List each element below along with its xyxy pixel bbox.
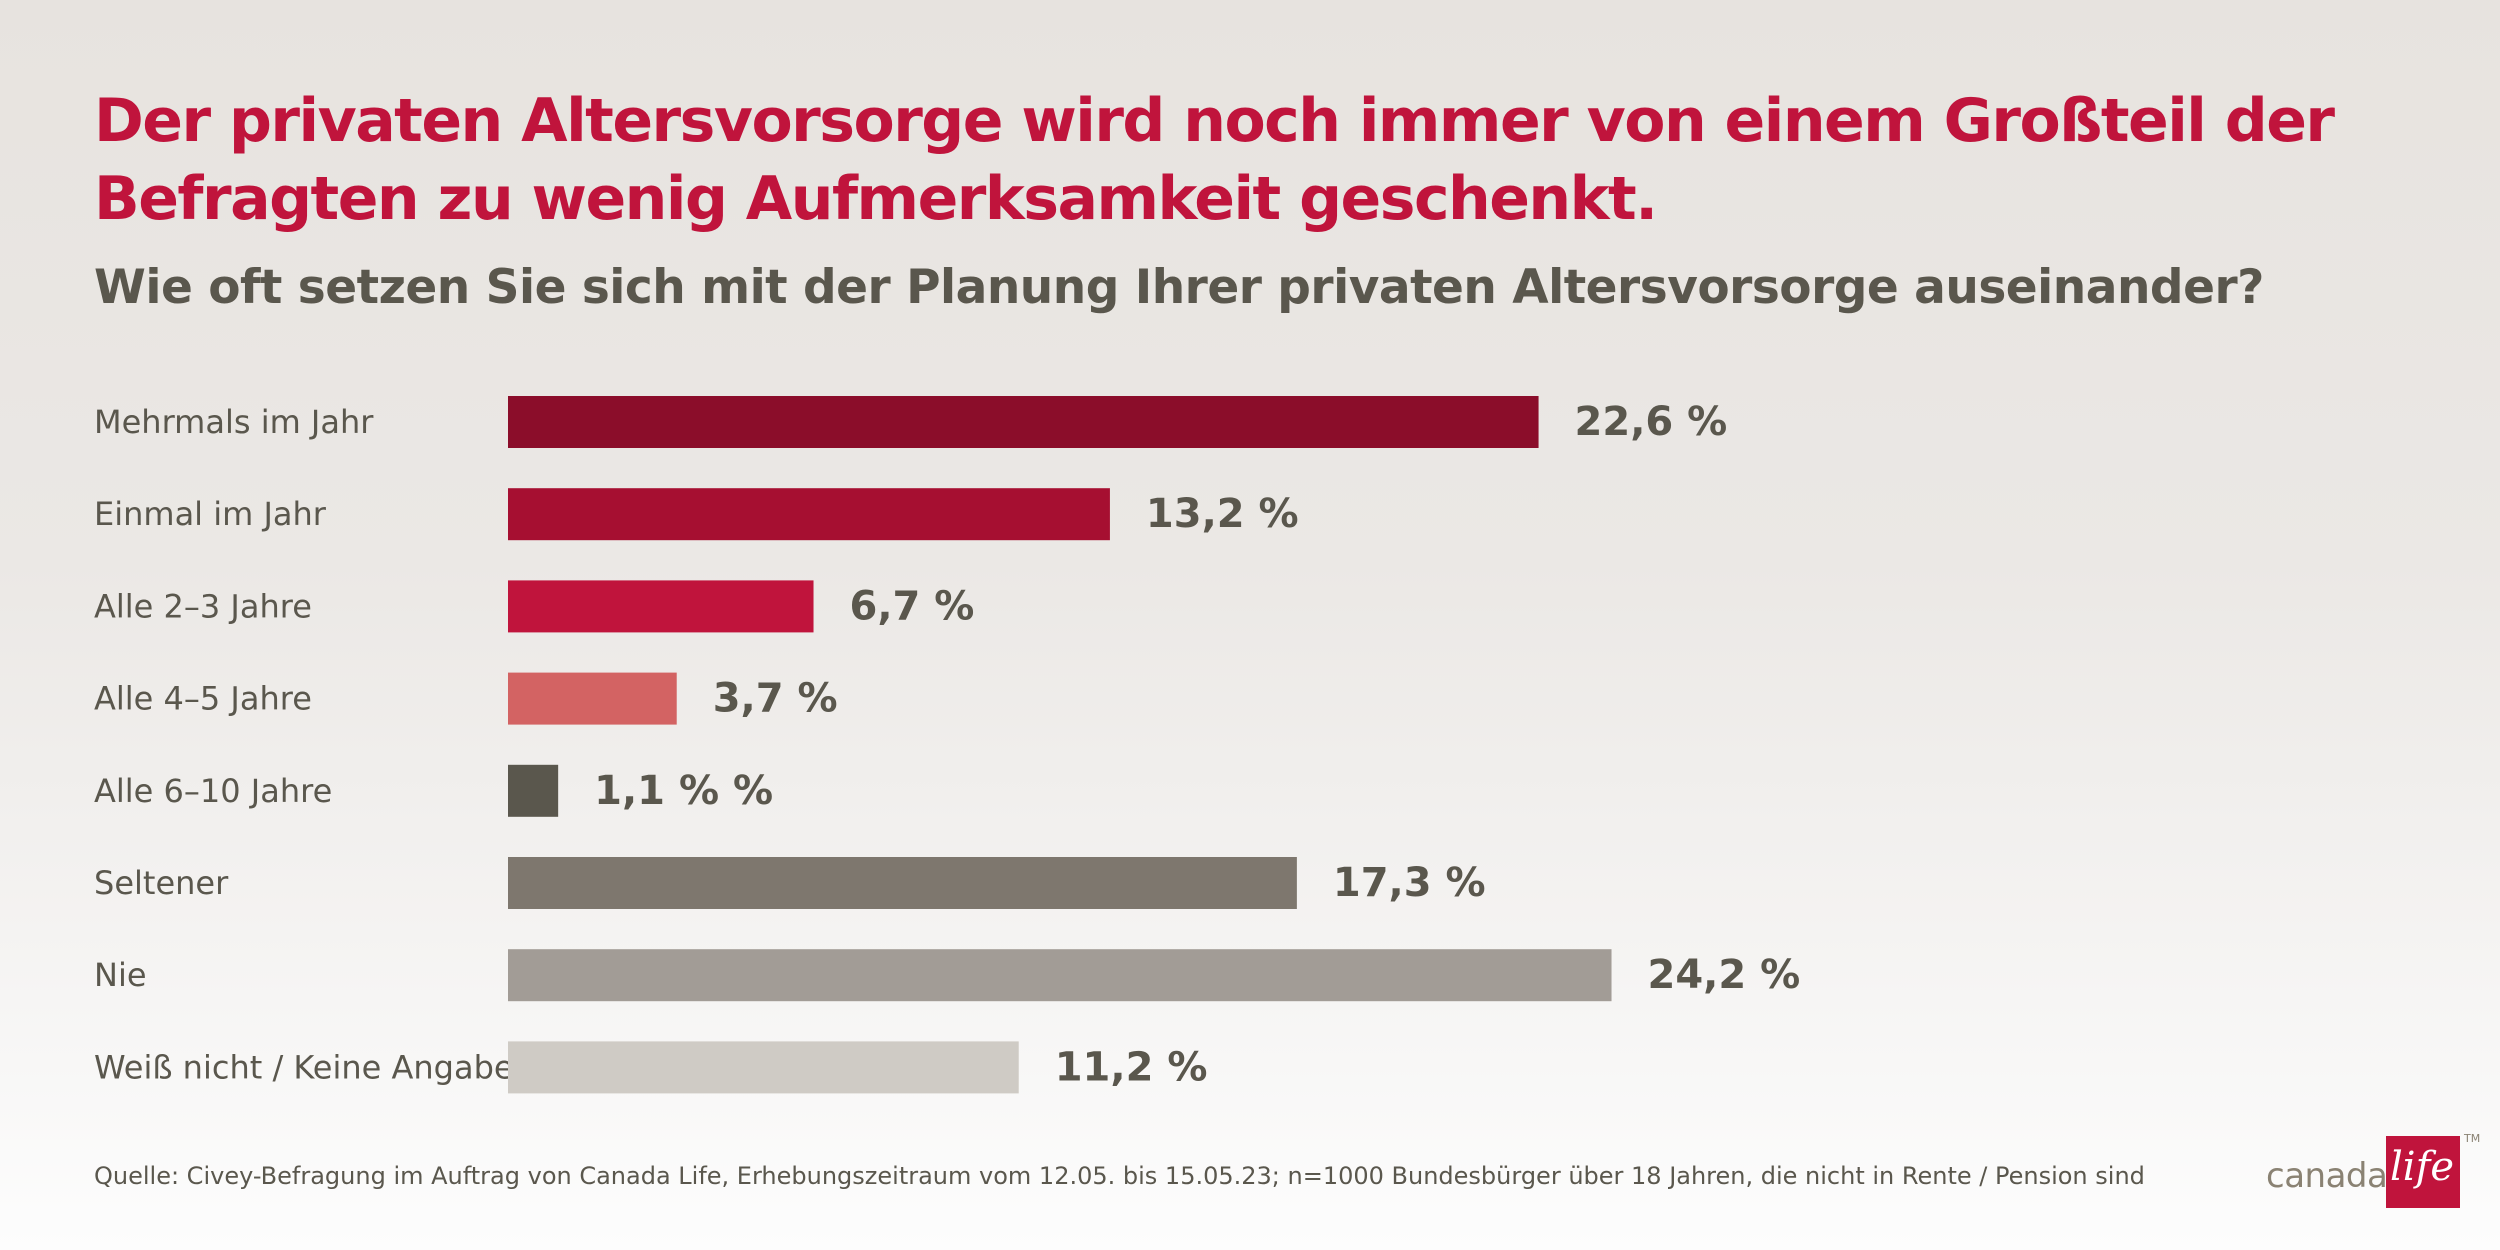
value-label: 6,7 % (850, 583, 975, 629)
category-label: Nie (94, 956, 147, 994)
category-label: Alle 2–3 Jahre (94, 587, 312, 625)
bar (508, 1041, 1019, 1094)
value-label: 1,1 % % (594, 768, 773, 814)
category-label: Weiß nicht / Keine Angabe (94, 1048, 514, 1086)
category-label: Mehrmals im Jahr (94, 403, 374, 441)
logo-wordmark: canada (2266, 1156, 2388, 1196)
source-note: Quelle: Civey-Befragung im Auftrag von C… (94, 1162, 2145, 1190)
value-label: 11,2 % (1055, 1044, 1208, 1090)
value-label: 24,2 % (1648, 952, 1801, 998)
bar (508, 488, 1110, 541)
value-label: 3,7 % (713, 676, 838, 722)
bar (508, 672, 677, 725)
logo-trademark: TM (2464, 1132, 2481, 1145)
chart-title: Der privaten Altersvorsorge wird noch im… (94, 86, 2335, 234)
bar (508, 857, 1297, 909)
bar (508, 396, 1539, 448)
category-label: Seltener (94, 864, 229, 902)
category-label: Einmal im Jahr (94, 495, 327, 533)
logo-box-text: life (2390, 1144, 2455, 1190)
value-label: 22,6 % (1575, 399, 1728, 445)
category-label: Alle 6–10 Jahre (94, 772, 332, 810)
chart-subtitle: Wie oft setzen Sie sich mit der Planung … (94, 260, 2264, 315)
category-label: Alle 4–5 Jahre (94, 680, 312, 718)
value-label: 17,3 % (1333, 860, 1486, 906)
value-label: 13,2 % (1146, 491, 1299, 537)
bar (508, 764, 559, 817)
bar (508, 949, 1612, 1002)
canada-life-logo: canada life TM (2266, 1132, 2480, 1208)
logo-box: life (2386, 1136, 2460, 1208)
bar (508, 580, 814, 633)
